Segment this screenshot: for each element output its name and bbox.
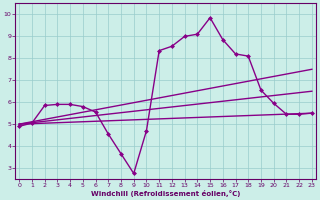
- X-axis label: Windchill (Refroidissement éolien,°C): Windchill (Refroidissement éolien,°C): [91, 190, 240, 197]
